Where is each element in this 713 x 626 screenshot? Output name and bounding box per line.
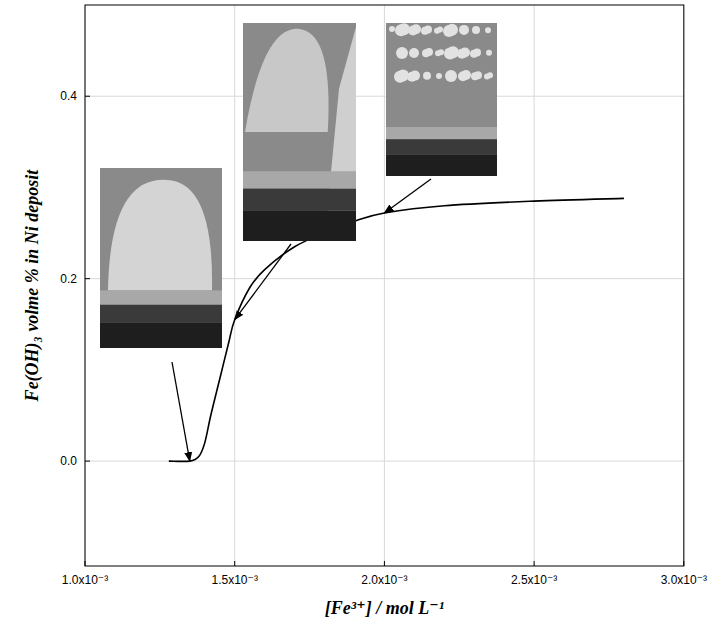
- series-group: [169, 198, 624, 461]
- sem-grain: [396, 47, 408, 59]
- sem-image-background: [386, 23, 497, 176]
- sem-grain: [458, 71, 468, 81]
- sem-layer: [100, 290, 222, 304]
- sem-grain: [423, 72, 431, 80]
- sem-image-background: [243, 23, 356, 241]
- sem-grain: [471, 72, 479, 80]
- sem-info-bar: [386, 155, 497, 176]
- y-tick-label: 0.0: [60, 454, 77, 468]
- annotation-arrow: [384, 179, 431, 213]
- sem-info-bar: [100, 323, 222, 348]
- sem-grain: [486, 50, 492, 56]
- sem-grain: [435, 50, 441, 56]
- x-grid-line: [534, 5, 535, 566]
- x-tick-label: 2.5x10⁻³: [511, 573, 557, 587]
- sem-grain: [394, 71, 406, 83]
- sem-grain: [484, 74, 490, 80]
- x-tick: [534, 561, 535, 566]
- plot-frame: [85, 5, 684, 566]
- y-tick-label: 0.2: [60, 272, 77, 286]
- sem-layer: [100, 305, 222, 323]
- sem-grain: [443, 25, 455, 37]
- y-grid-line: [85, 96, 684, 97]
- x-grid-line: [234, 5, 235, 566]
- x-tick-label: 3.0x10⁻³: [661, 573, 707, 587]
- sem-grain: [434, 28, 440, 34]
- x-tick: [85, 561, 86, 566]
- x-tick-label: 1.5x10⁻³: [212, 573, 258, 587]
- sem-image: [386, 23, 497, 176]
- sem-grain: [108, 180, 212, 291]
- sem-grain: [472, 26, 480, 34]
- annotation-arrow: [235, 244, 291, 320]
- x-tick-label: 1.0x10⁻³: [62, 573, 108, 587]
- y-axis-title: Fe(OH)₃ volme % in Ni deposit: [22, 169, 43, 403]
- sem-grain: [421, 27, 429, 35]
- sem-image: [243, 23, 356, 241]
- sem-grain: [470, 50, 478, 58]
- x-tick: [234, 561, 235, 566]
- sem-layer: [243, 189, 356, 211]
- sem-grain: [407, 72, 417, 82]
- x-tick: [384, 561, 385, 566]
- sem-layer: [386, 139, 497, 154]
- chart: 1.0x10⁻³ 1.5x10⁻³ 2.0x10⁻³ 2.5x10⁻³ 3.0x10⁻³…: [0, 0, 713, 626]
- y-tick-label: 0.4: [60, 89, 77, 103]
- y-tick: [85, 461, 90, 462]
- sem-image-background: [100, 168, 222, 348]
- sem-grain: [409, 48, 419, 58]
- sem-grain: [408, 26, 418, 36]
- annotation-arrow: [172, 362, 190, 461]
- x-tick-label: 2.0x10⁻³: [361, 573, 407, 587]
- sem-layer: [243, 171, 356, 188]
- sem-layer: [386, 127, 497, 139]
- sem-info-bar: [243, 210, 356, 241]
- sem-grain: [422, 49, 430, 57]
- sem-grain: [436, 73, 442, 79]
- sem-grain: [457, 49, 467, 59]
- y-tick: [85, 96, 90, 97]
- sem-grain: [459, 25, 469, 35]
- sem-grain: [444, 48, 456, 60]
- x-axis-title: [Fe³⁺] / mol L⁻¹: [325, 598, 444, 618]
- sem-grain: [395, 24, 407, 36]
- sem-image: [100, 168, 222, 348]
- sem-grain: [445, 70, 457, 82]
- sem-grain: [245, 29, 329, 132]
- sem-grain: [485, 27, 491, 33]
- x-tick: [683, 561, 684, 566]
- y-tick: [85, 278, 90, 279]
- sem-grain: [389, 26, 395, 32]
- x-grid-line: [384, 5, 385, 566]
- series-line: [169, 198, 624, 461]
